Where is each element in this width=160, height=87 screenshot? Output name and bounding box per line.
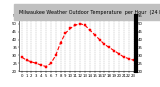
Text: Milwaukee Weather Outdoor Temperature  per Hour  (24 Hours): Milwaukee Weather Outdoor Temperature pe… [19, 10, 160, 15]
